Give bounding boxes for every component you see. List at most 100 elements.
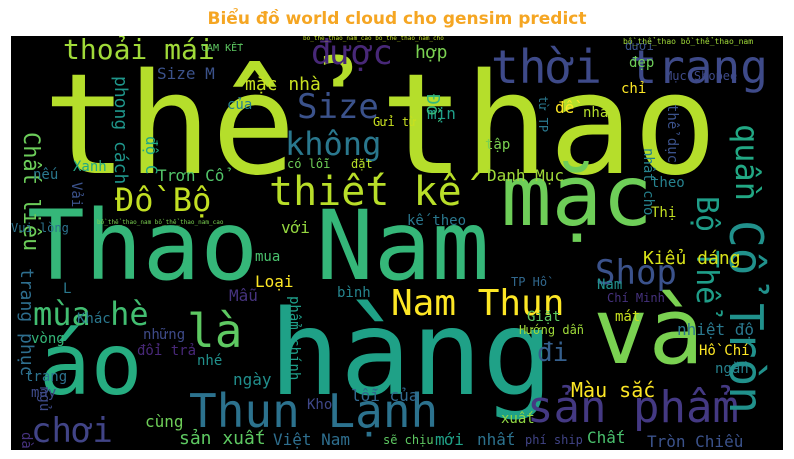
cloud-word: vòng <box>31 331 65 347</box>
cloud-word: ngày <box>233 370 272 389</box>
cloud-word: Danh Mục <box>487 166 565 185</box>
cloud-word: Kho <box>307 397 333 413</box>
cloud-word: nhất <box>477 430 516 449</box>
cloud-word: kế theo <box>407 213 467 229</box>
cloud-word: nhất cho <box>640 148 656 216</box>
cloud-word: hợp <box>415 42 448 63</box>
cloud-word: thoải mái <box>63 36 215 66</box>
cloud-word: Nam <box>597 277 623 293</box>
cloud-word: Việt Nam <box>273 430 351 449</box>
cloud-word: Chất liệu <box>18 132 43 252</box>
cloud-word: Xanh <box>73 159 107 175</box>
cloud-word: thiết kế <box>269 169 462 215</box>
cloud-word: thời trang <box>491 40 768 94</box>
cloud-word: xuất <box>501 411 535 427</box>
cloud-word: mặc <box>501 147 653 245</box>
cloud-word: Hồ Chí <box>699 343 750 359</box>
cloud-word: Vải <box>68 182 84 208</box>
cloud-word: Size M <box>157 64 215 83</box>
cloud-word: phẩm chính <box>286 296 302 381</box>
cloud-word: Vui lòng <box>11 221 69 235</box>
cloud-word: là <box>187 304 243 358</box>
cloud-word: Loại <box>255 272 294 291</box>
cloud-word: Thao Nam <box>27 190 490 302</box>
cloud-word: mặc nhà <box>245 74 321 95</box>
cloud-word: theo <box>651 175 685 191</box>
cloud-word: Đồ Bộ <box>115 181 212 219</box>
cloud-word: mịn <box>427 104 456 123</box>
cloud-word: cùng <box>145 412 184 431</box>
cloud-word: Giặt <box>527 309 561 325</box>
cloud-word: trang phục <box>16 268 37 377</box>
cloud-word: ngủ <box>36 386 52 412</box>
cloud-word: phong cách <box>110 76 131 185</box>
cloud-word: dài <box>18 432 34 450</box>
cloud-word: Size <box>297 87 379 127</box>
cloud-word: Trơn Cổ <box>157 166 225 185</box>
cloud-word: Chất <box>587 428 626 447</box>
cloud-word: dưới <box>625 39 654 53</box>
cloud-word: hàng <box>269 284 554 422</box>
cloud-word: đẹp <box>629 55 655 71</box>
cloud-word: bồ_thể_thao bồ_thể_thao_nam <box>623 37 754 46</box>
cloud-word: bồ_thể_thao_nam bồ_thể_thao_nam_cao <box>97 219 224 226</box>
cloud-word: thể dục <box>664 104 680 164</box>
cloud-word: nhiệt độ <box>677 320 755 339</box>
cloud-word: sản xuất <box>179 428 266 449</box>
cloud-word: tập <box>485 137 511 153</box>
cloud-word: chỉ <box>621 81 647 97</box>
cloud-word: những <box>143 327 186 343</box>
cloud-word: CAM KẾT <box>201 43 244 54</box>
cloud-word: Gửi từ <box>373 115 417 129</box>
cloud-word: Thun Lạnh <box>189 384 439 438</box>
cloud-word: chơi <box>31 411 113 450</box>
cloud-word: mới <box>435 430 464 449</box>
cloud-word: sẽ chịu <box>383 433 434 447</box>
cloud-word: Mẫu <box>229 286 258 305</box>
cloud-word: áo <box>39 315 143 415</box>
cloud-word: sản phẩm <box>527 382 739 433</box>
cloud-word: L <box>63 281 72 297</box>
cloud-word: phí ship <box>525 433 583 447</box>
chart-title: Biểu đồ world cloud cho gensim predict <box>207 9 587 29</box>
cloud-word: may <box>31 385 57 401</box>
cloud-word: nhé <box>197 353 223 369</box>
cloud-word: có lỗi <box>287 157 331 171</box>
cloud-word: Tròn Chiều <box>647 432 744 450</box>
cloud-word: nhà <box>583 105 609 121</box>
cloud-word: mát <box>615 309 641 325</box>
cloud-word: Hướng dẫn <box>519 323 585 337</box>
cloud-word: của <box>227 97 253 113</box>
cloud-word: Khác <box>77 311 111 327</box>
cloud-word: được <box>311 36 393 73</box>
cloud-word: TP Hồ <box>511 275 548 289</box>
cloud-word: nếu <box>33 167 59 183</box>
cloud-word: Shop <box>595 253 677 293</box>
cloud-word: Bộ Thể <box>689 196 724 305</box>
cloud-word: và <box>593 278 704 385</box>
cloud-word: ngắn <box>715 361 749 377</box>
cloud-word: Kiểu dáng <box>643 248 741 269</box>
cloud-word: Mục Shopee <box>665 69 738 83</box>
cloud-word: trang <box>25 369 68 385</box>
cloud-word: bình <box>337 285 371 301</box>
cloud-word: quần <box>728 124 766 202</box>
cloud-word: Màu sắc <box>571 378 656 402</box>
cloud-word: mua <box>255 249 281 265</box>
cloud-word: Cổ Tròn <box>719 220 773 414</box>
cloud-word: thể thao <box>43 44 718 207</box>
cloud-word: mùa hè <box>33 295 149 333</box>
cloud-word: bồ_thể_thao_nam_cao bồ_thể_thao_nam_cho <box>303 36 444 42</box>
cloud-word: Thị <box>651 205 677 221</box>
cloud-word: không <box>285 125 382 163</box>
cloud-word: Chí Minh <box>607 291 665 305</box>
cloud-word: đổi trả <box>137 343 197 359</box>
cloud-word: đi <box>537 338 569 368</box>
cloud-word: từ TP <box>536 96 550 133</box>
word-cloud-canvas: thể thao hàng Thao Nam mặc và áo thời trang sản… <box>11 36 783 450</box>
cloud-word: đặt <box>351 157 373 171</box>
cloud-word: Nam Thun <box>391 283 565 324</box>
cloud-word: lỗi của <box>351 386 419 405</box>
cloud-word: đề <box>555 98 575 117</box>
cloud-word: độ C <box>142 136 161 175</box>
